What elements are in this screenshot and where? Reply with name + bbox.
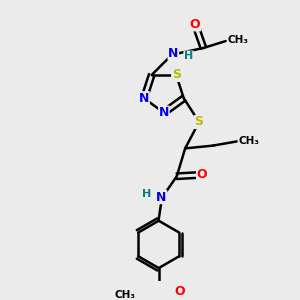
Text: N: N (156, 190, 167, 204)
Text: N: N (139, 92, 149, 105)
Text: O: O (190, 18, 200, 31)
Text: O: O (174, 285, 185, 298)
Text: N: N (159, 106, 169, 119)
Text: CH₃: CH₃ (114, 290, 135, 299)
Text: CH₃: CH₃ (227, 34, 248, 45)
Text: CH₃: CH₃ (238, 136, 259, 146)
Text: N: N (168, 47, 178, 60)
Text: O: O (196, 168, 207, 181)
Text: H: H (184, 51, 193, 61)
Text: S: S (172, 68, 181, 82)
Text: H: H (142, 189, 151, 199)
Text: S: S (195, 116, 204, 128)
